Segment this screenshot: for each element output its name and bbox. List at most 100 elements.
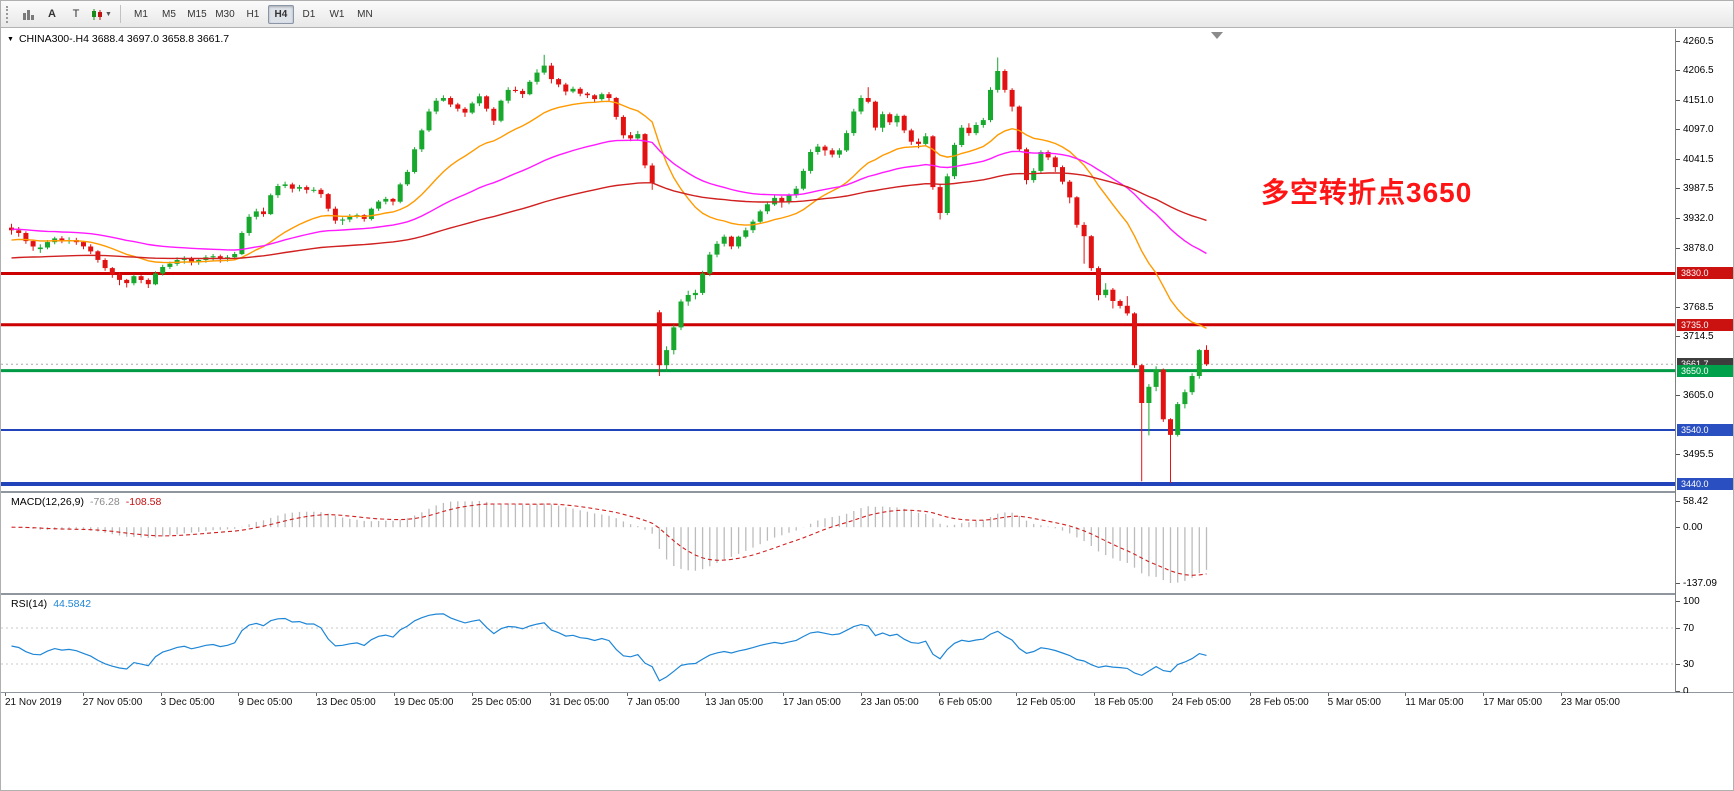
chart-shift-marker-icon[interactable] <box>1211 32 1223 39</box>
chevron-down-icon: ▼ <box>105 10 112 18</box>
macd-tick-mark <box>1676 583 1680 584</box>
price-tick-label: 3932.0 <box>1683 213 1714 225</box>
chart-title: ▼ CHINA300-.H4 3688.4 3697.0 3658.8 3661… <box>7 33 229 45</box>
macd-axis-label: 0.00 <box>1683 522 1703 534</box>
price-tick-mark <box>1676 70 1680 72</box>
timeframe-m30[interactable]: M30 <box>215 8 235 20</box>
macd-name: MACD(12,26,9) <box>11 496 84 508</box>
price-tick-mark <box>1676 306 1680 308</box>
price-tick-mark <box>1676 129 1680 131</box>
macd-label: MACD(12,26,9) -76.28 -108.58 <box>11 496 161 508</box>
date-label: 25 Dec 05:00 <box>471 697 532 708</box>
price-tick-label: 4151.0 <box>1683 95 1714 107</box>
time-tick-mark <box>5 693 6 696</box>
macd-signal-value: -108.58 <box>125 496 162 508</box>
price-tick-label: 3495.5 <box>1683 449 1714 461</box>
button-a[interactable]: A <box>41 4 63 24</box>
timeframe-h1[interactable]: H1 <box>246 8 260 20</box>
time-axis[interactable]: 21 Nov 2019 27 Nov 05:00 3 Dec 05:00 9 Dec … <box>1 693 1733 715</box>
price-tick-label: 4097.0 <box>1683 124 1714 136</box>
price-tick-mark <box>1676 188 1680 190</box>
time-tick-mark <box>1249 693 1251 696</box>
candlestick-icon <box>92 8 102 20</box>
time-tick-mark <box>1172 693 1173 696</box>
time-tick-mark <box>1016 693 1018 696</box>
macd-axis-label: -137.09 <box>1683 578 1717 589</box>
date-label: 9 Dec 05:00 <box>238 697 293 708</box>
price-tag: 3440.0 <box>1677 478 1733 491</box>
rsi-tick-mark <box>1676 628 1680 629</box>
macd-main-value: -76.28 <box>89 496 120 508</box>
price-tick-label: 4206.5 <box>1683 65 1714 77</box>
price-axis[interactable]: 4260.5 4206.5 4151.0 4097.0 4041.5 3987.5 3932… <box>1675 29 1733 697</box>
time-tick-mark <box>938 693 940 696</box>
time-tick-mark <box>705 693 707 696</box>
time-tick-mark <box>238 693 240 696</box>
timeframe-mn[interactable]: MN <box>357 8 373 20</box>
macd-indicator-area[interactable] <box>1 493 1675 593</box>
hlines-layer <box>1 272 1675 486</box>
price-tick-mark <box>1676 454 1680 456</box>
date-label: 19 Dec 05:00 <box>394 697 454 708</box>
timeframe-d1[interactable]: D1 <box>302 8 316 20</box>
date-label: 23 Jan 05:00 <box>860 697 919 708</box>
rsi-indicator-area[interactable] <box>1 595 1675 692</box>
rsi-axis-label: 70 <box>1683 623 1695 634</box>
moving-averages-layer <box>11 100 1207 330</box>
toolbar: A T ▼ M1 M5 M15 M30 H1 H4 D1 W1 MN <box>1 1 1733 28</box>
timeframe-h4[interactable]: H4 <box>267 4 294 24</box>
date-label: 11 Mar 05:00 <box>1405 697 1464 708</box>
price-tick-mark <box>1676 394 1680 396</box>
toolbar-separator <box>119 5 121 23</box>
time-tick-mark <box>783 693 784 696</box>
time-tick-mark <box>1405 693 1407 696</box>
time-tick-mark <box>860 693 862 696</box>
rsi-axis-label: 30 <box>1683 659 1695 670</box>
time-tick-mark <box>82 693 84 696</box>
button-t[interactable]: T <box>65 4 87 24</box>
time-axis-divider <box>1 692 1733 693</box>
price-tick-mark <box>1676 247 1680 249</box>
date-label: 17 Mar 05:00 <box>1483 697 1543 708</box>
rsi-name: RSI(14) <box>11 598 48 610</box>
macd-signal-line <box>11 503 1207 576</box>
panel-splitter[interactable] <box>1 491 1733 493</box>
time-tick-mark <box>627 693 629 696</box>
rsi-label: RSI(14) 44.5842 <box>11 598 91 610</box>
candlestick-chart-area[interactable] <box>1 29 1675 491</box>
time-tick-mark <box>1483 693 1485 696</box>
price-tick-mark <box>1676 159 1680 161</box>
date-label: 24 Feb 05:00 <box>1172 697 1231 708</box>
date-label: 31 Dec 05:00 <box>549 697 610 708</box>
price-tick-label: 3878.0 <box>1683 242 1714 254</box>
rsi-tick-mark <box>1676 601 1680 602</box>
price-tick-mark <box>1676 218 1680 220</box>
rsi-value: 44.5842 <box>53 598 92 610</box>
time-tick-mark <box>394 693 395 696</box>
toolbar-drag-handle[interactable] <box>6 5 11 23</box>
timeframe-m5[interactable]: M5 <box>161 8 176 20</box>
timeframe-w1[interactable]: W1 <box>329 8 345 20</box>
time-tick-mark <box>471 693 473 696</box>
chart-menu-icon[interactable]: ▼ <box>7 35 14 43</box>
bar-chart-icon <box>22 10 34 20</box>
price-tag: 3735.0 <box>1677 318 1733 331</box>
time-tick-mark <box>160 693 162 696</box>
rsi-axis-label: 0 <box>1683 686 1689 697</box>
price-tag: 3650.0 <box>1677 364 1733 377</box>
date-label: 6 Feb 05:00 <box>938 697 992 708</box>
time-tick-mark <box>1561 693 1562 696</box>
date-label: 23 Mar 05:00 <box>1561 697 1620 708</box>
rsi-axis-label: 100 <box>1683 596 1700 607</box>
chart-type-dropdown[interactable]: ▼ <box>89 4 113 24</box>
price-tag: 3540.0 <box>1677 424 1733 437</box>
timeframe-m15[interactable]: M15 <box>187 8 207 20</box>
panel-splitter[interactable] <box>1 593 1733 595</box>
timeframe-m1[interactable]: M1 <box>133 8 148 20</box>
chart-annotation: 多空转折点3650 <box>1261 177 1473 208</box>
date-label: 7 Jan 05:00 <box>627 697 680 708</box>
bar-chart-button[interactable] <box>17 4 39 24</box>
price-tick-mark <box>1676 335 1680 337</box>
date-label: 28 Feb 05:00 <box>1249 697 1309 708</box>
